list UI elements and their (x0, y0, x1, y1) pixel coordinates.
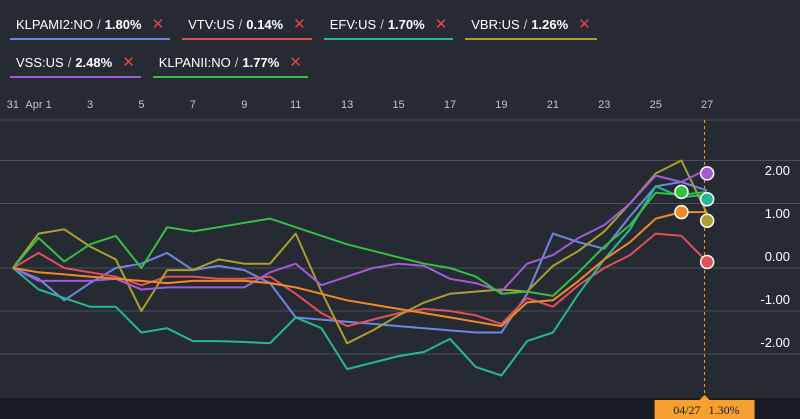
endpoint-marker (674, 184, 689, 200)
series-line-vss-us (12, 168, 708, 293)
x-tick-label: 17 (444, 99, 456, 111)
x-tick-label: 13 (341, 99, 353, 111)
x-tick-label: 19 (495, 99, 507, 111)
legend-entry-klpami2-no[interactable]: KLPAMI2:NO/1.80% ✕ (10, 10, 171, 40)
legend-entry-name: KLPANII:NO (158, 54, 231, 70)
legend-entry-klpanii-no[interactable]: KLPANII:NO/1.77% ✕ (152, 48, 308, 78)
legend-entry-name: VSS:US (16, 54, 64, 70)
legend-separator: / (238, 16, 243, 32)
legend-entry-efv-us[interactable]: EFV:US/1.70% ✕ (323, 10, 454, 40)
endpoint-marker (699, 254, 715, 270)
legend-separator: / (97, 16, 101, 32)
x-tick-label: 21 (547, 99, 559, 111)
endpoint-marker (699, 191, 715, 207)
series-line-composite (12, 211, 708, 328)
series-line-vbr-us (12, 159, 709, 345)
x-tick-label: 27 (701, 99, 713, 111)
y-tick-label: 2.00 (765, 163, 790, 178)
endpoint-marker (699, 213, 715, 228)
legend-entry-value: 2.48% (75, 54, 113, 70)
legend-entry-name: EFV:US (329, 16, 377, 32)
legend: KLPAMI2:NO/1.80% ✕ VTV:US/0.14% ✕ EFV:US/1.7… (10, 10, 730, 86)
x-tick-label: 11 (290, 99, 301, 111)
legend-separator: / (523, 16, 528, 32)
legend-entry-value: 1.77% (242, 54, 280, 70)
x-tick-label: 23 (598, 99, 610, 111)
series-line-klpami2-no (12, 181, 708, 334)
series-line-efv-us (12, 185, 708, 377)
x-tick-label: 31 (7, 99, 19, 111)
series-line-klpanii-no (12, 190, 708, 297)
x-tick-label: 25 (650, 99, 662, 111)
endpoint-marker (674, 204, 689, 220)
legend-entry-name: VBR:US (471, 16, 520, 32)
legend-entry-value: 1.80% (104, 16, 142, 32)
legend-entry-vss-us[interactable]: VSS:US/2.48% ✕ (10, 48, 141, 78)
legend-entry-name: KLPAMI2:NO (16, 16, 94, 32)
remove-series-icon[interactable]: ✕ (293, 16, 306, 33)
x-tick-label: Apr 1 (25, 99, 51, 111)
remove-series-icon[interactable]: ✕ (434, 16, 448, 33)
y-tick-label: 1.00 (765, 206, 790, 221)
date-badge-date: 04/27 (673, 403, 700, 417)
legend-separator: / (234, 54, 239, 70)
date-badge-value: 1.30% (709, 403, 740, 417)
y-tick-label: -2.00 (760, 335, 790, 350)
remove-series-icon[interactable]: ✕ (122, 54, 135, 71)
remove-series-icon[interactable]: ✕ (289, 54, 302, 71)
legend-entry-value: 0.14% (246, 16, 284, 32)
y-tick-label: 0.00 (765, 249, 790, 264)
remove-series-icon[interactable]: ✕ (578, 16, 591, 33)
legend-separator: / (67, 54, 72, 70)
x-axis-band (0, 398, 800, 419)
endpoint-marker (699, 166, 715, 181)
legend-entry-vtv-us[interactable]: VTV:US/0.14% ✕ (182, 10, 312, 40)
legend-separator: / (380, 16, 384, 32)
x-tick-label: 3 (87, 99, 93, 111)
legend-entry-value: 1.26% (531, 16, 569, 32)
x-tick-label: 5 (138, 99, 144, 111)
x-tick-label: 9 (241, 99, 247, 111)
x-tick-label: 7 (190, 99, 196, 111)
remove-series-icon[interactable]: ✕ (151, 16, 165, 33)
legend-entry-name: VTV:US (188, 16, 235, 32)
y-tick-label: -1.00 (760, 292, 790, 307)
date-badge-pointer (699, 395, 710, 400)
legend-entry-vbr-us[interactable]: VBR:US/1.26% ✕ (465, 10, 597, 40)
date-badge (654, 400, 755, 419)
x-tick-label: 15 (392, 99, 404, 111)
legend-entry-value: 1.70% (387, 16, 425, 32)
